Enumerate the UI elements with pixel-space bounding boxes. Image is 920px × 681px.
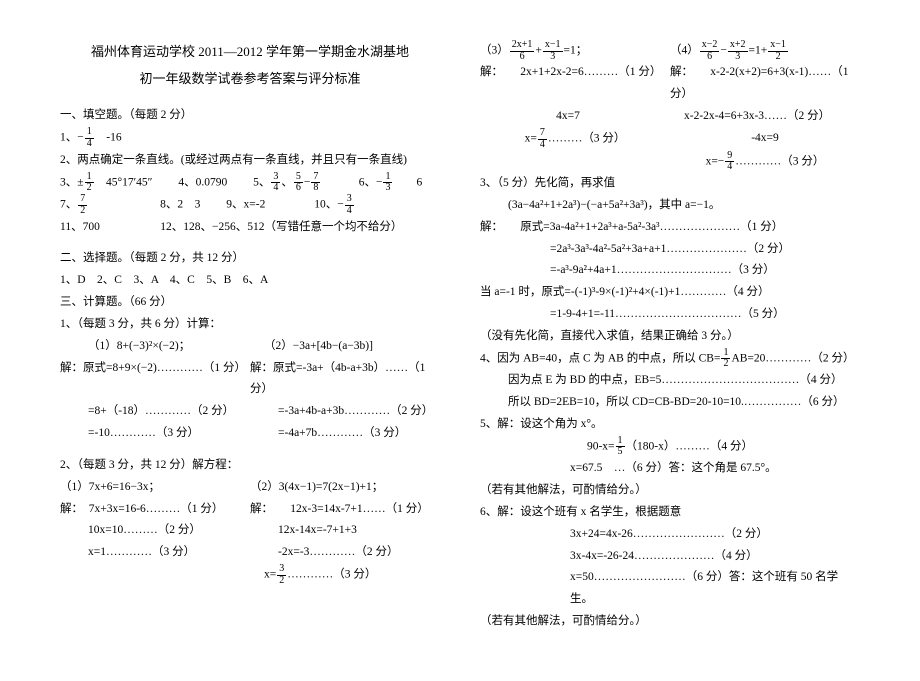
q3l6: （没有先化简，直接代入求值，结果正确给 3 分。） <box>480 326 860 348</box>
q1-label: 1、 <box>60 132 77 144</box>
q6l4: （若有其他解法，可酌情给分。） <box>480 611 860 633</box>
q3-label: 3、± <box>60 176 84 188</box>
q3l3: =-a³-9a²+4a+1…………………………（3 分） <box>480 260 860 282</box>
s3-2-1a2: 10x=10………（2 分） <box>60 520 250 542</box>
q6l2: 3x-4x=-26-24…………………（4 分） <box>480 546 860 568</box>
q5-a: 34 <box>271 172 280 194</box>
row11: 11、700 12、128、−256、512（写错任意一个均不给分） <box>60 217 440 239</box>
q3expr: (3a−4a²+1+2a³)−(−a+5a²+3a³)，其中 a=−1。 <box>480 195 860 217</box>
q4: 4、0.0790 <box>178 176 227 188</box>
subtitle: 初一年级数学试卷参考答案与评分标准 <box>60 67 440 92</box>
s3-4a4: x=−94…………（3 分） <box>670 151 860 173</box>
q12: 12、128、−256、512（写错任意一个均不给分） <box>160 221 402 233</box>
q10-label: 10、− <box>314 199 344 211</box>
q3-b: 45°17′45″ <box>95 176 153 188</box>
s3-2-1b1: 解： 12x-3=14x-7+1……（1 分） <box>250 499 440 521</box>
s3-1-header: 1、（每题 3 分，共 6 分）计算： <box>60 314 440 336</box>
q6l3: x=50……………………（6 分）答：这个班有 50 名学生。 <box>480 567 860 611</box>
q4l3: 所以 BD=2EB=10，所以 CD=CB-BD=20-10=10.……………（… <box>480 392 860 414</box>
s3-2-1a1: 解： 7x+3x=16-6………（1 分） <box>60 499 250 521</box>
q11: 11、700 <box>60 221 100 233</box>
s3-2-1b: （2）3(4x−1)=7(2x−1)+1； <box>250 477 440 499</box>
q5-c: 78 <box>311 172 320 194</box>
row3: 3、±12 45°17′45″ 4、0.0790 5、34、56−78 6、−1… <box>60 172 440 194</box>
q2: 2、两点确定一条直线。(或经过两点有一条直线，并且只有一条直线) <box>60 150 440 172</box>
s3-4a3: -4x=9 <box>670 128 860 150</box>
q3l2: =2a³-3a³-4a²-5a²+3a+a+1…………………（2 分） <box>480 239 860 261</box>
q6h: 6、解：设这个班有 x 名学生，根据题意 <box>480 502 860 524</box>
s3-header: 三、计算题。（66 分） <box>60 292 440 314</box>
q3l5: =1-9-4+1=-11……………………………（5 分） <box>480 304 860 326</box>
s1-header: 一、填空题。（每题 2 分） <box>60 105 440 127</box>
q5h: 5、解：设这个角为 x°。 <box>480 414 860 436</box>
s3-4a1: 解： x-2-2(x+2)=6+3(x-1)……（1 分） <box>670 62 860 106</box>
q7-label: 7、 <box>60 199 77 211</box>
s3-3a1: 解： 2x+1+2x-2=6………（1 分） <box>480 62 670 106</box>
q5-mid: 、 <box>281 176 293 188</box>
s2-header: 二、选择题。（每题 2 分，共 12 分） <box>60 248 440 270</box>
s3-2-3: （3）2x+16+x−13=1； <box>480 40 670 62</box>
q3-frac: 12 <box>85 172 94 194</box>
q6-frac: 13 <box>383 172 392 194</box>
s3-1-b: （2）−3a+[4b−(a−3b)] <box>264 336 440 358</box>
s3-1-a: （1）8+(−3)²×(−2)； <box>60 336 264 358</box>
q8: 8、2 3 <box>160 199 200 211</box>
s3-2-4: （4）x−26−x+23=1+x−12 <box>670 40 860 62</box>
s3-1-b3: =-4a+7b…………（3 分） <box>250 423 440 445</box>
q1-b: -16 <box>95 132 122 144</box>
s3-2-1b3: -2x=-3…………（2 分） <box>250 542 440 564</box>
s3-2-1a3: x=1…………（3 分） <box>60 542 250 564</box>
q5l1: 90-x=15（180-x）………（4 分） <box>480 436 860 458</box>
q4h: 4、因为 AB=40，点 C 为 AB 的中点，所以 CB=12AB=20………… <box>480 348 860 370</box>
q4l2: 因为点 E 为 BD 的中点，EB=5………………………………（4 分） <box>480 370 860 392</box>
q3l4: 当 a=-1 时，原式=-(-1)³-9×(-1)²+4×(-1)+1…………（… <box>480 282 860 304</box>
q6l1: 3x+24=4x-26……………………（2 分） <box>480 524 860 546</box>
s3-3a2: 4x=7 <box>480 106 656 128</box>
s2-answers: 1、D 2、C 3、A 4、C 5、B 6、A <box>60 270 440 292</box>
q1-frac: 14 <box>85 127 94 149</box>
s3-1-b2: =-3a+4b-a+3b…………（2 分） <box>250 401 440 423</box>
s3-1-a2: =8+（-18）…………（2 分） <box>60 401 250 423</box>
q5-label: 5、 <box>253 176 270 188</box>
s3-2-1b2: 12x-14x=-7+1+3 <box>250 520 440 542</box>
s3-1-a3: =-10…………（3 分） <box>60 423 250 445</box>
q6-b: 6 <box>393 176 422 188</box>
q1-neg: − <box>77 132 84 144</box>
q5l2: x=67.5 …（6 分）答：这个角是 67.5°。 <box>480 458 860 480</box>
q5-b: 56 <box>294 172 303 194</box>
q7-frac: 72 <box>78 194 87 216</box>
s3-3a3: x=74………（3 分） <box>480 128 670 150</box>
s3-4a2: x-2-2x-4=6+3x-3……（2 分） <box>656 106 860 128</box>
q9: 9、x=-2 <box>226 199 265 211</box>
s3-2-1b4: x=32…………（3 分） <box>236 564 440 586</box>
q3l1: 解： 原式=3a-4a²+1+2a³+a-5a²-3a³…………………（1 分） <box>480 217 860 239</box>
q5-neg: − <box>304 176 311 188</box>
title: 福州体育运动学校 2011—2012 学年第一学期金水湖基地 <box>60 40 440 65</box>
s3-2-header: 2、（每题 3 分，共 12 分）解方程： <box>60 455 440 477</box>
s3-2-1a: （1）7x+6=16−3x； <box>60 477 250 499</box>
q1: 1、−14 -16 <box>60 127 440 149</box>
q3h: 3、（5 分）先化简，再求值 <box>480 173 860 195</box>
s3-1-b1: 解：原式=-3a+（4b-a+3b）……（1 分） <box>250 358 440 402</box>
q6-label: 6、− <box>359 176 383 188</box>
s3-1-a1: 解：原式=8+9×(−2)…………（1 分） <box>60 358 250 402</box>
q10-frac: 34 <box>345 194 354 216</box>
q5l3: （若有其他解法，可酌情给分。） <box>480 480 860 502</box>
row7: 7、72 8、2 3 9、x=-2 10、−34 <box>60 194 440 216</box>
